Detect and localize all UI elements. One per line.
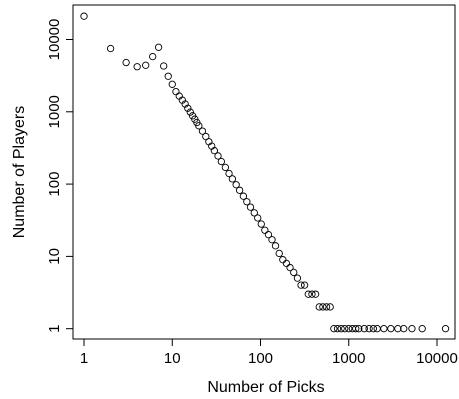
data-point <box>418 325 426 333</box>
y-tick-label: 10 <box>46 248 63 265</box>
data-point <box>250 209 258 217</box>
data-point <box>315 303 323 311</box>
data-point <box>133 63 141 71</box>
data-point <box>304 290 312 298</box>
data-point <box>326 303 334 311</box>
data-point <box>225 169 233 178</box>
data-point <box>80 12 88 20</box>
x-tick-label: 1000 <box>332 350 365 367</box>
data-point <box>184 104 192 112</box>
data-point <box>290 268 298 277</box>
data-point <box>365 325 373 333</box>
y-axis-label: Number of Players <box>11 106 28 239</box>
data-point <box>217 157 226 166</box>
data-point <box>293 274 302 282</box>
y-tick-label: 1000 <box>46 95 63 128</box>
data-point <box>286 263 294 272</box>
data-point <box>264 230 273 239</box>
data-point <box>441 325 450 333</box>
data-point <box>195 122 203 130</box>
data-point <box>279 256 287 264</box>
data-point <box>232 181 240 189</box>
data-point <box>408 325 416 333</box>
x-axis-label: Number of Picks <box>207 379 324 396</box>
data-point <box>333 325 342 333</box>
x-tick-label: 1 <box>80 350 88 367</box>
data-point <box>400 325 408 333</box>
data-point <box>198 127 207 135</box>
data-point <box>355 325 363 333</box>
data-point <box>168 80 176 88</box>
x-tick-label: 100 <box>248 350 273 367</box>
data-point <box>172 87 180 96</box>
data-point <box>300 281 309 289</box>
x-tick-label: 10000 <box>416 350 458 367</box>
data-point <box>319 303 327 311</box>
data-point <box>380 325 388 333</box>
data-point <box>221 163 230 172</box>
data-point <box>142 61 150 69</box>
data-point <box>311 290 320 298</box>
data-point <box>275 249 283 258</box>
data-point <box>122 58 130 67</box>
data-point <box>254 214 262 222</box>
data-point <box>186 108 194 116</box>
x-axis: 1 10 100 1000 10000 <box>80 339 458 367</box>
data-point <box>271 242 280 250</box>
x-tick-label: 10 <box>164 350 181 367</box>
data-point <box>360 325 368 333</box>
data-point <box>330 325 338 333</box>
data-point <box>369 325 377 333</box>
y-axis: 1 10 100 1000 10000 <box>46 19 73 333</box>
data-point <box>154 43 163 51</box>
data-point <box>394 325 402 333</box>
data-point <box>246 203 255 211</box>
data-points <box>80 12 450 333</box>
y-tick-label: 10000 <box>46 19 63 61</box>
data-point <box>373 325 381 333</box>
data-point <box>345 325 353 333</box>
y-tick-label: 100 <box>46 172 63 197</box>
data-point <box>149 52 157 61</box>
data-point <box>202 132 210 141</box>
data-point <box>268 236 276 244</box>
data-point <box>341 325 349 333</box>
data-point <box>239 192 248 200</box>
data-point <box>164 72 172 80</box>
data-point <box>308 290 316 298</box>
y-tick-label: 1 <box>46 325 63 333</box>
data-point <box>243 198 251 206</box>
data-point <box>214 152 222 160</box>
data-point <box>352 325 360 333</box>
data-point <box>257 220 265 228</box>
data-point <box>282 259 291 268</box>
data-point <box>235 186 244 194</box>
data-point <box>228 175 237 183</box>
data-point <box>106 44 115 53</box>
data-point <box>210 147 219 155</box>
plot-frame <box>72 4 456 340</box>
data-point <box>322 303 331 311</box>
data-point <box>337 325 345 333</box>
data-point <box>261 226 269 234</box>
data-point <box>387 325 395 333</box>
data-point <box>160 62 168 70</box>
data-point <box>297 281 305 289</box>
